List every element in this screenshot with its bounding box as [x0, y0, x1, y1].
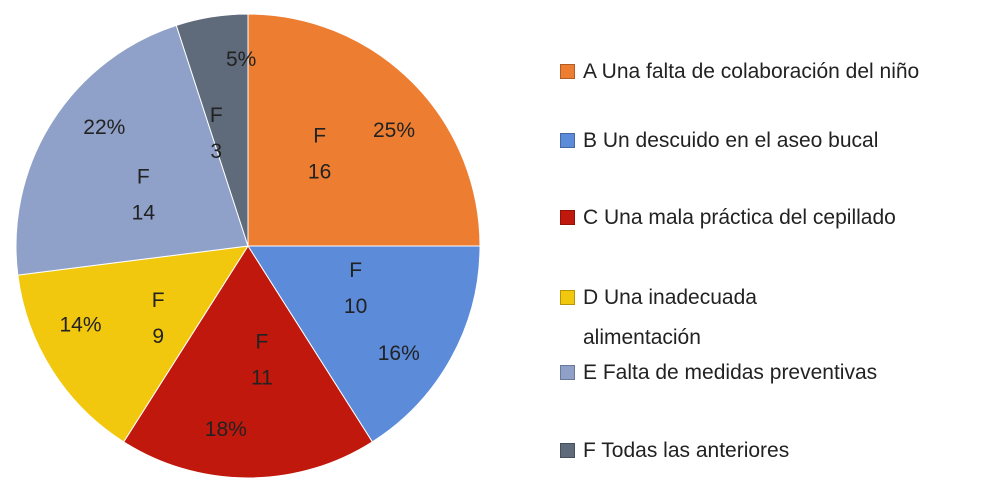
frequency-value: 16 — [308, 160, 331, 183]
legend-swatch — [560, 210, 575, 225]
legend-label: C Una mala práctica del cepillado — [583, 206, 896, 229]
frequency-label: F — [137, 166, 150, 189]
legend-swatch — [560, 133, 575, 148]
frequency-label: F — [152, 289, 165, 312]
legend-label: F Todas las anteriores — [583, 439, 790, 462]
percent-label: 18% — [205, 418, 247, 441]
legend-item: A Una falta de colaboración del niño — [560, 52, 940, 92]
legend-item: D Una inadecuada alimentación — [560, 278, 850, 358]
percent-label: 16% — [378, 342, 420, 365]
frequency-value: 10 — [344, 295, 367, 318]
frequency-value: 11 — [251, 367, 273, 390]
legend-swatch — [560, 64, 575, 79]
pie-slice — [247, 245, 481, 443]
legend-swatch — [560, 290, 575, 305]
pie-slice — [15, 24, 249, 276]
frequency-label: F — [210, 104, 223, 127]
legend-label: A Una falta de colaboración del niño — [583, 60, 920, 83]
frequency-label: F — [349, 259, 362, 282]
pie-slice — [17, 245, 249, 443]
legend-item: B Un descuido en el aseo bucal — [560, 121, 878, 161]
legend-label: B Un descuido en el aseo bucal — [583, 129, 879, 152]
legend-item: F Todas las anteriores — [560, 431, 789, 471]
pie-area: 25% F 16 16% F 10 18% F 11 14% F 9 22% F 14 5% F 3 — [15, 13, 481, 479]
legend-label: E Falta de medidas preventivas — [583, 361, 878, 384]
percent-label: 25% — [373, 119, 415, 142]
legend-item: E Falta de medidas preventivas — [560, 353, 877, 393]
legend-swatch — [560, 365, 575, 380]
legend-item: C Una mala práctica del cepillado — [560, 198, 900, 238]
pie-slice — [122, 245, 374, 479]
frequency-label: F — [255, 331, 268, 354]
pie-slice — [175, 13, 249, 247]
percent-label: 5% — [226, 48, 256, 71]
frequency-value: 14 — [132, 202, 156, 225]
legend-label: D Una inadecuada alimentación — [583, 286, 757, 349]
frequency-value: 3 — [210, 140, 222, 163]
percent-label: 14% — [59, 314, 101, 337]
legend-swatch — [560, 443, 575, 458]
frequency-label: F — [313, 124, 326, 147]
frequency-value: 9 — [152, 325, 164, 348]
pie-slice — [247, 13, 481, 247]
percent-label: 22% — [83, 116, 125, 139]
